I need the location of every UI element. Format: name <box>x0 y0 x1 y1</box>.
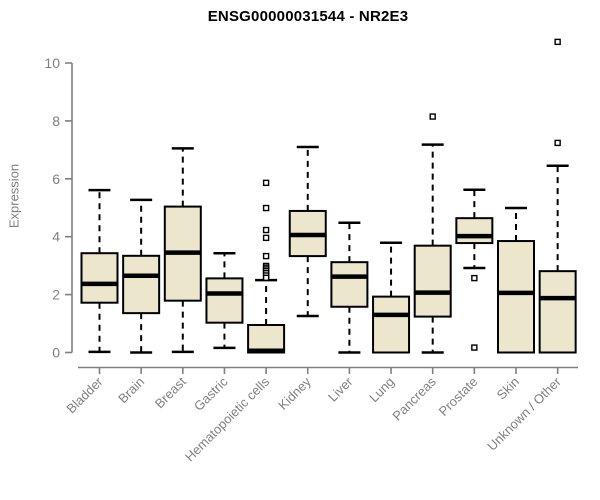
x-tick-label: Pancreas <box>389 374 439 424</box>
box-iqr <box>372 295 411 354</box>
x-tick-label: Breast <box>152 374 189 411</box>
outlier-point <box>554 38 561 46</box>
box-iqr <box>205 277 244 324</box>
box-iqr <box>455 217 494 245</box>
y-axis-title: Expression <box>6 163 22 229</box>
box-iqr <box>538 270 577 354</box>
box-iqr <box>80 252 119 304</box>
chart-title: ENSG00000031544 - NR2E3 <box>207 8 409 25</box>
outlier-point <box>262 234 270 242</box>
outlier-point <box>262 204 270 212</box>
outlier-point <box>262 226 270 234</box>
box-iqr <box>413 244 452 318</box>
y-tick-label: 10 <box>44 55 60 71</box>
y-tick-label: 2 <box>52 287 60 303</box>
x-tick-label: Lung <box>366 374 397 405</box>
x-tick-label: Bladder <box>63 374 106 417</box>
y-tick-label: 6 <box>52 171 60 187</box>
x-tick-label: Liver <box>325 374 356 405</box>
box-iqr <box>330 261 369 308</box>
outlier-point <box>471 274 478 282</box>
x-tick-label: Brain <box>115 374 147 406</box>
x-tick-label: Kidney <box>275 374 314 413</box>
outlier-point <box>262 274 270 282</box>
x-tick-label: Unknown / Other <box>484 374 564 454</box>
y-tick-label: 0 <box>52 345 60 361</box>
y-tick-label: 8 <box>52 113 60 129</box>
outlier-point <box>471 344 478 351</box>
box-iqr <box>247 323 286 354</box>
box-iqr <box>497 240 535 354</box>
outlier-point <box>262 179 270 187</box>
outlier-point <box>262 252 270 260</box>
outlier-point <box>554 139 561 147</box>
box-iqr <box>122 254 161 315</box>
x-tick-label: Prostate <box>436 374 481 419</box>
y-tick-label: 4 <box>52 229 60 245</box>
outlier-point <box>429 113 436 120</box>
x-tick-label: Skin <box>494 374 522 402</box>
x-tick-label: Gastric <box>191 374 231 414</box>
